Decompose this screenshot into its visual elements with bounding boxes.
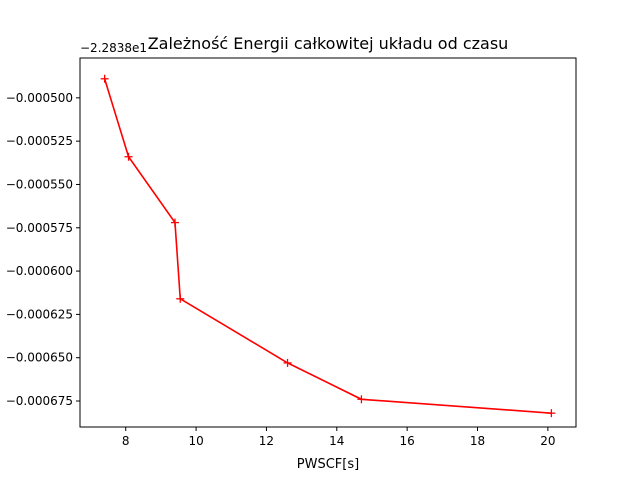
- data-point: [357, 395, 366, 404]
- y-tick-label: −0.000675: [6, 394, 73, 408]
- x-tick-label: 14: [329, 434, 344, 448]
- data-point: [176, 294, 185, 303]
- axes-frame: [79, 57, 577, 428]
- data-point: [283, 358, 292, 367]
- x-tick-label: 10: [188, 434, 203, 448]
- x-tick-label: 20: [540, 434, 555, 448]
- chart-title: Zależność Energii całkowitej układu od c…: [148, 34, 509, 53]
- y-tick-label: −0.000525: [6, 134, 73, 148]
- y-offset-text: −2.2838e1: [80, 41, 147, 55]
- x-axis-label: PWSCF[s]: [297, 457, 359, 472]
- y-tick-label: −0.000600: [6, 264, 73, 278]
- x-tick-label: 8: [122, 434, 130, 448]
- x-tick-label: 12: [259, 434, 274, 448]
- y-tick-label: −0.000550: [6, 177, 73, 191]
- x-tick-label: 16: [400, 434, 415, 448]
- data-point: [547, 409, 556, 418]
- plot-area: [100, 74, 556, 418]
- y-tick-label: −0.000500: [6, 91, 73, 105]
- data-point: [124, 152, 133, 161]
- data-point: [100, 74, 109, 83]
- series-line: [103, 78, 552, 414]
- y-tick-label: −0.000625: [6, 307, 73, 321]
- data-point: [170, 218, 179, 227]
- y-tick-label: −0.000575: [6, 221, 73, 235]
- x-tick-label: 18: [470, 434, 485, 448]
- y-tick-label: −0.000650: [6, 351, 73, 365]
